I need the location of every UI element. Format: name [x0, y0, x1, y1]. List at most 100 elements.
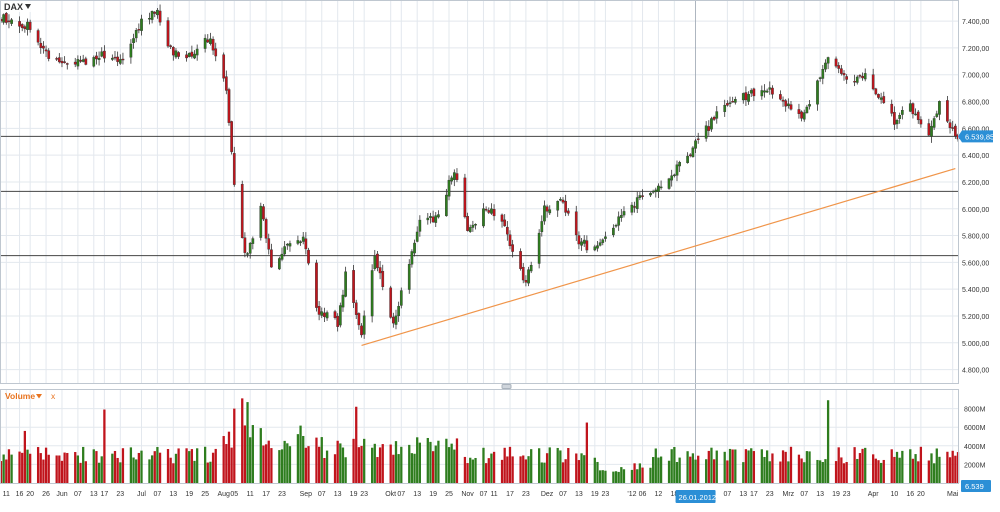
volume-bar[interactable] [789, 446, 793, 483]
candle-body[interactable] [81, 59, 85, 62]
volume-bar[interactable] [641, 467, 644, 483]
volume-bar[interactable] [667, 460, 671, 483]
candle-body[interactable] [564, 200, 567, 213]
volume-bar[interactable] [946, 451, 949, 483]
volume-bar[interactable] [302, 435, 305, 483]
volume-bar[interactable] [230, 447, 233, 483]
candle-body[interactable] [614, 225, 618, 227]
candle-body[interactable] [190, 51, 194, 57]
volume-bar[interactable] [819, 460, 822, 483]
volume-bar[interactable] [211, 452, 215, 483]
volume-bar[interactable] [522, 455, 525, 483]
volume-bar[interactable] [0, 461, 3, 483]
candle-body[interactable] [185, 54, 188, 59]
candle-body[interactable] [765, 90, 769, 93]
volume-bar[interactable] [654, 448, 657, 483]
volume-bar[interactable] [598, 470, 602, 483]
candle-body[interactable] [18, 21, 21, 27]
volume-bar[interactable] [890, 449, 893, 483]
candle-body[interactable] [900, 110, 904, 115]
volume-bar[interactable] [705, 459, 708, 483]
volume-bar[interactable] [60, 460, 64, 483]
candle-body[interactable] [158, 10, 162, 23]
volume-bar[interactable] [82, 446, 85, 483]
volume-bar[interactable] [538, 448, 541, 483]
volume-bar[interactable] [267, 440, 270, 483]
volume-bar[interactable] [341, 447, 345, 483]
volume-bar[interactable] [246, 402, 249, 483]
volume-bar[interactable] [784, 451, 787, 483]
candle-body[interactable] [193, 53, 196, 59]
volume-bar[interactable] [455, 438, 459, 483]
volume-bar[interactable] [500, 459, 504, 483]
volume-dropdown-icon[interactable] [36, 394, 42, 399]
candle-body[interactable] [749, 90, 753, 94]
candle-body[interactable] [673, 174, 676, 177]
candle-body[interactable] [211, 38, 215, 51]
volume-bar[interactable] [474, 457, 477, 483]
candle-body[interactable] [492, 209, 496, 217]
candle-body[interactable] [800, 111, 803, 119]
volume-bar[interactable] [288, 446, 292, 483]
instrument-dropdown-icon[interactable] [25, 4, 31, 9]
volume-bar[interactable] [893, 456, 896, 483]
volume-bar[interactable] [763, 456, 766, 483]
volume-bar[interactable] [264, 444, 268, 483]
candle-body[interactable] [224, 76, 228, 91]
volume-bar[interactable] [445, 438, 448, 483]
candle-body[interactable] [622, 211, 626, 216]
candle-body[interactable] [97, 57, 101, 60]
candle-body[interactable] [728, 102, 732, 104]
candle-body[interactable] [447, 179, 451, 197]
volume-bar[interactable] [97, 462, 101, 483]
candle-body[interactable] [853, 81, 856, 83]
candle-body[interactable] [450, 177, 454, 182]
candle-body[interactable] [320, 311, 324, 316]
instrument-label[interactable]: DAX [4, 2, 23, 12]
volume-bar[interactable] [760, 449, 763, 483]
candle-body[interactable] [919, 119, 923, 125]
candle-body[interactable] [132, 38, 135, 44]
volume-bar[interactable] [150, 455, 154, 483]
candle-body[interactable] [232, 153, 236, 185]
volume-bar[interactable] [511, 456, 514, 483]
volume-bar[interactable] [26, 449, 29, 483]
volume-bar[interactable] [325, 450, 329, 483]
candle-body[interactable] [593, 246, 597, 251]
candle-body[interactable] [882, 96, 886, 103]
candle-body[interactable] [148, 18, 151, 20]
volume-bar[interactable] [466, 463, 469, 483]
candle-body[interactable] [20, 24, 24, 28]
candle-body[interactable] [911, 103, 915, 115]
volume-bar[interactable] [484, 463, 488, 483]
candle-body[interactable] [723, 104, 727, 112]
volume-bar[interactable] [137, 452, 140, 483]
candle-body[interactable] [7, 20, 11, 23]
volume-bar[interactable] [262, 445, 265, 483]
candle-body[interactable] [103, 50, 106, 59]
candle-body[interactable] [325, 312, 329, 319]
volume-bar[interactable] [492, 451, 496, 483]
candle-body[interactable] [694, 140, 697, 149]
volume-bar[interactable] [530, 449, 533, 483]
candle-body[interactable] [76, 59, 80, 67]
volume-bar[interactable] [506, 456, 509, 483]
candle-body[interactable] [651, 191, 655, 193]
candle-body[interactable] [935, 113, 939, 117]
candle-body[interactable] [895, 120, 899, 125]
candle-body[interactable] [874, 88, 878, 95]
candle-body[interactable] [153, 11, 157, 14]
candle-body[interactable] [686, 155, 689, 164]
candle-body[interactable] [84, 58, 88, 65]
candle-body[interactable] [657, 185, 660, 192]
candle-body[interactable] [524, 280, 528, 283]
candle-body[interactable] [137, 29, 141, 31]
volume-bar[interactable] [548, 447, 551, 483]
candle-body[interactable] [784, 100, 788, 107]
candle-body[interactable] [675, 164, 679, 176]
volume-bar[interactable] [225, 444, 228, 483]
candle-body[interactable] [437, 214, 440, 218]
candle-body[interactable] [574, 211, 578, 236]
volume-bar[interactable] [691, 453, 695, 483]
candle-body[interactable] [726, 103, 729, 106]
